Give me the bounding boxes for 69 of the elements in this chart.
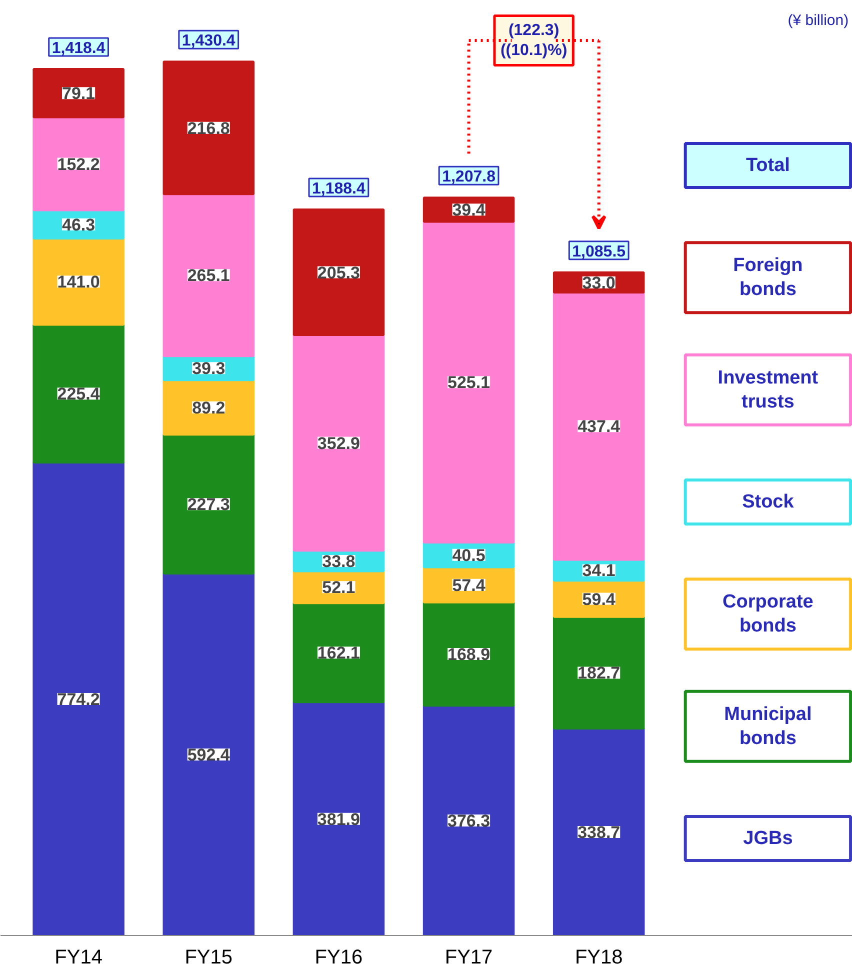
total-label: 1,207.8	[442, 168, 496, 186]
data-label: 39.4	[452, 200, 486, 220]
data-label: 225.4	[57, 384, 100, 404]
data-label: 40.5	[452, 546, 486, 565]
data-label: 182.7	[578, 664, 620, 683]
data-label: 216.8	[187, 118, 230, 138]
bar	[292, 334, 385, 552]
bar	[552, 292, 645, 561]
data-label: 381.9	[317, 810, 360, 829]
data-label: 227.3	[187, 495, 230, 514]
bar	[422, 601, 515, 707]
text: Municipal bonds	[724, 704, 812, 749]
text: Corporate bonds	[722, 592, 814, 637]
data-label: 57.4	[452, 576, 486, 595]
bar	[552, 616, 645, 730]
data-label: 352.9	[317, 434, 360, 453]
data-label: 168.9	[448, 644, 490, 664]
data-label: 437.4	[578, 417, 621, 436]
text: Investment trusts	[718, 367, 819, 412]
x-tick-label: FY16	[314, 946, 363, 968]
total-label: 1,188.4	[312, 180, 366, 198]
data-label: 265.1	[187, 266, 230, 286]
bar	[422, 704, 515, 936]
data-label: 376.3	[448, 812, 490, 831]
text: (¥ billion)	[788, 12, 849, 29]
total-label: 1,085.5	[572, 243, 626, 260]
bar	[162, 379, 254, 436]
data-label: 34.1	[582, 561, 616, 580]
total-label: 1,418.4	[52, 40, 106, 57]
text: Stock	[742, 492, 794, 512]
text: Foreign bonds	[733, 255, 803, 300]
x-tick-label: FY15	[184, 946, 233, 968]
bar	[32, 461, 124, 936]
data-label: 33.0	[582, 273, 616, 292]
data-label: 46.3	[62, 215, 96, 234]
data-label: 52.1	[322, 578, 356, 598]
x-tick-label: FY17	[444, 946, 493, 968]
data-label: 774.2	[57, 690, 100, 709]
data-label: 79.1	[62, 84, 96, 104]
data-label: 141.0	[57, 272, 100, 292]
bar	[292, 208, 385, 336]
data-label: 525.1	[448, 373, 490, 392]
data-label: 89.2	[192, 398, 226, 418]
x-tick-label: FY18	[574, 946, 623, 968]
bar	[552, 728, 645, 936]
bar	[32, 238, 124, 326]
data-label: 592.4	[187, 746, 230, 765]
data-label: 338.7	[578, 823, 620, 842]
data-label: 162.1	[317, 644, 360, 663]
data-label: 205.3	[317, 263, 360, 282]
data-label: 39.3	[192, 359, 226, 378]
bar	[32, 68, 124, 118]
bar	[162, 60, 254, 196]
total-label: 1,430.4	[182, 32, 236, 50]
bar	[422, 220, 515, 544]
bar	[32, 324, 124, 464]
bar	[292, 602, 385, 704]
bar	[162, 193, 254, 358]
bar	[32, 116, 124, 212]
data-label: 152.2	[57, 154, 100, 174]
text: JGBs	[743, 828, 793, 849]
bar	[292, 701, 385, 936]
data-label: 59.4	[582, 590, 616, 609]
x-tick-label: FY14	[54, 946, 102, 968]
bar	[162, 572, 254, 936]
bar	[162, 434, 254, 575]
legend-title: Total	[746, 155, 790, 176]
text: (122.3) ((10.1)%)	[500, 22, 568, 60]
data-label: 33.8	[322, 552, 356, 571]
